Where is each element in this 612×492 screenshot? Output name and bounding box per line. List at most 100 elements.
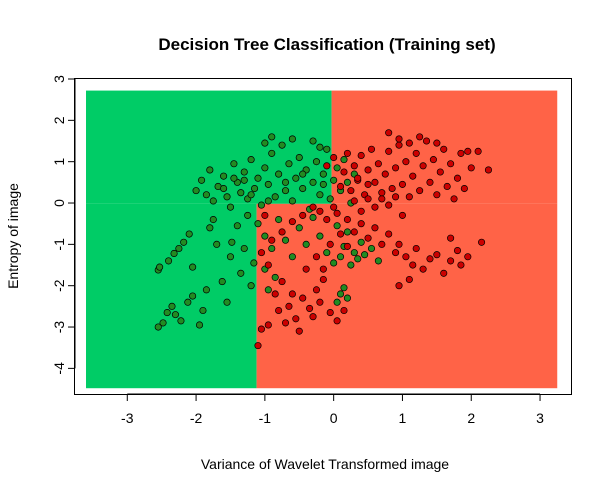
point-class-0 xyxy=(323,145,331,153)
point-class-1 xyxy=(364,195,372,203)
point-class-1 xyxy=(364,234,372,242)
point-class-0 xyxy=(209,216,217,224)
point-class-0 xyxy=(330,259,338,267)
point-class-0 xyxy=(275,216,283,224)
point-class-1 xyxy=(364,166,372,174)
point-class-0 xyxy=(202,286,210,294)
point-class-1 xyxy=(343,242,351,250)
point-class-1 xyxy=(254,342,262,350)
point-class-0 xyxy=(240,168,248,176)
point-class-1 xyxy=(357,151,365,160)
point-class-1 xyxy=(392,164,400,172)
point-class-0 xyxy=(309,178,317,186)
point-class-1 xyxy=(440,145,448,153)
point-class-1 xyxy=(402,158,410,166)
point-class-0 xyxy=(336,290,345,298)
point-class-1 xyxy=(271,290,279,298)
point-class-1 xyxy=(371,224,379,232)
point-class-1 xyxy=(443,182,451,191)
point-class-0 xyxy=(350,249,358,257)
point-class-0 xyxy=(170,249,178,257)
point-class-0 xyxy=(230,174,238,182)
point-class-0 xyxy=(271,193,279,201)
y-axis: -4 -3 -2 -1 0 1 2 3 xyxy=(51,75,76,375)
point-class-1 xyxy=(436,168,444,176)
y-tick-label: -2 xyxy=(51,279,67,292)
point-class-0 xyxy=(175,244,183,253)
point-class-1 xyxy=(395,240,403,248)
point-class-1 xyxy=(319,275,327,284)
point-class-0 xyxy=(323,249,331,257)
point-class-0 xyxy=(268,133,276,141)
point-class-0 xyxy=(264,286,272,294)
point-class-0 xyxy=(316,191,324,199)
point-class-1 xyxy=(426,178,434,186)
point-class-1 xyxy=(333,209,341,217)
point-class-0 xyxy=(288,135,296,143)
point-class-0 xyxy=(237,269,245,277)
point-class-1 xyxy=(467,164,475,172)
point-class-1 xyxy=(268,236,276,244)
point-class-1 xyxy=(278,228,286,236)
point-class-0 xyxy=(281,187,290,195)
x-tick-label: 1 xyxy=(399,410,407,426)
point-class-1 xyxy=(419,162,427,170)
point-class-1 xyxy=(285,302,293,310)
point-class-0 xyxy=(251,184,259,193)
point-class-0 xyxy=(195,321,204,329)
point-class-0 xyxy=(299,184,307,193)
point-class-0 xyxy=(268,244,276,253)
point-class-1 xyxy=(371,178,379,186)
point-class-1 xyxy=(464,253,472,261)
point-class-1 xyxy=(367,145,376,153)
point-class-0 xyxy=(333,164,341,172)
point-class-1 xyxy=(395,141,403,149)
point-class-1 xyxy=(261,211,269,219)
point-class-1 xyxy=(340,168,348,176)
point-class-0 xyxy=(180,238,188,246)
point-class-0 xyxy=(159,319,167,327)
point-class-0 xyxy=(247,191,255,199)
point-class-1 xyxy=(354,174,362,182)
point-class-0 xyxy=(254,220,262,228)
point-class-1 xyxy=(388,184,396,193)
point-class-1 xyxy=(378,195,386,203)
point-class-1 xyxy=(333,317,341,325)
point-class-1 xyxy=(457,261,465,269)
point-class-1 xyxy=(426,255,434,263)
y-tick-label: -3 xyxy=(51,321,67,334)
point-class-0 xyxy=(220,172,228,180)
point-class-0 xyxy=(333,298,341,306)
point-class-1 xyxy=(474,147,482,155)
point-class-0 xyxy=(278,141,286,149)
point-class-1 xyxy=(330,153,338,162)
point-class-1 xyxy=(412,244,420,253)
point-class-0 xyxy=(336,253,345,261)
point-class-0 xyxy=(309,213,317,222)
point-class-0 xyxy=(264,180,272,188)
point-class-1 xyxy=(326,309,334,317)
point-class-1 xyxy=(378,240,386,248)
y-tick-label: 1 xyxy=(51,158,67,166)
point-class-1 xyxy=(433,139,441,147)
point-class-0 xyxy=(316,143,324,151)
point-class-1 xyxy=(292,315,300,323)
point-class-0 xyxy=(340,284,348,292)
point-class-1 xyxy=(385,129,393,137)
x-tick-label: 3 xyxy=(536,410,544,426)
point-class-0 xyxy=(333,222,341,230)
point-class-0 xyxy=(257,201,265,209)
point-class-1 xyxy=(257,325,265,333)
point-class-0 xyxy=(220,184,228,193)
point-class-0 xyxy=(189,292,197,300)
point-class-0 xyxy=(326,195,334,203)
point-class-1 xyxy=(429,156,437,164)
chart-title: Decision Tree Classification (Training s… xyxy=(158,35,495,54)
point-class-1 xyxy=(336,182,345,191)
point-class-1 xyxy=(398,211,407,219)
point-class-0 xyxy=(254,174,262,182)
point-class-0 xyxy=(154,323,162,331)
point-class-1 xyxy=(299,294,307,302)
point-class-1 xyxy=(464,147,472,155)
x-tick-label: 0 xyxy=(330,410,338,426)
